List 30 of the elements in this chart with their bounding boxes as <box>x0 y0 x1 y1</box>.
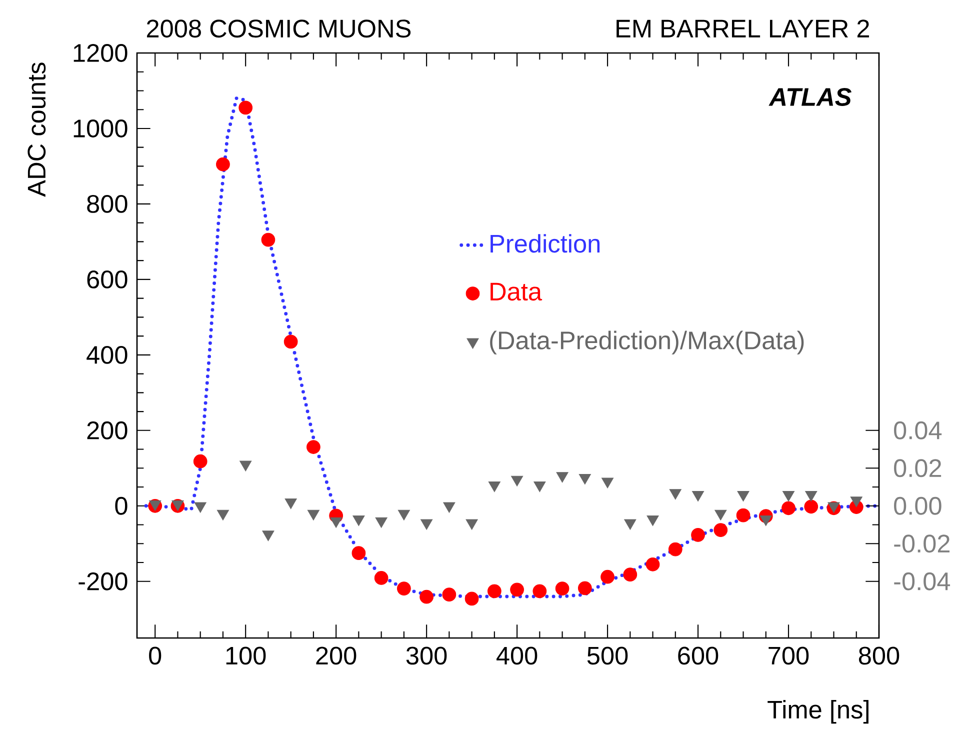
y-tick-label: 400 <box>86 346 128 364</box>
y2-tick-label: 0.02 <box>894 459 942 478</box>
x-tick-label: 500 <box>587 646 628 665</box>
x-tick-label: 800 <box>858 646 900 665</box>
x-tick-label: 700 <box>768 646 809 665</box>
y-tick-label: 1200 <box>74 44 128 62</box>
x-axis-title: Time [ns] <box>768 700 868 724</box>
y-tick-label: 800 <box>87 194 128 213</box>
x-tick-label: 100 <box>226 646 266 665</box>
y2-tick-label: -0.02 <box>894 534 950 553</box>
y-axis-title: ADC counts <box>28 62 46 197</box>
y2-tick-label: 0.04 <box>894 421 942 440</box>
legend-label: Prediction <box>490 234 600 253</box>
chart-subtitle: EM BARREL LAYER 2 <box>616 20 869 38</box>
x-tick-label: 400 <box>496 646 538 665</box>
legend-label: (Data-Prediction)/Max(Data) <box>490 330 804 354</box>
x-tick-label: 0 <box>149 646 162 665</box>
x-tick-label: 200 <box>316 646 356 665</box>
x-tick-label: 300 <box>406 646 447 665</box>
chart-title: 2008 COSMIC MUONS <box>146 20 411 38</box>
y-tick-label: 0 <box>115 496 128 515</box>
y-tick-label: 200 <box>87 421 128 440</box>
annotation: ATLAS <box>768 88 852 106</box>
legend-label: Data <box>490 282 542 301</box>
y-tick-label: 1000 <box>74 120 128 138</box>
y-tick-label: 600 <box>87 270 128 288</box>
y2-tick-label: 0.00 <box>894 496 942 515</box>
y-tick-label: -200 <box>78 572 128 590</box>
y2-tick-label: -0.04 <box>894 572 950 590</box>
x-tick-label: 600 <box>678 646 718 665</box>
